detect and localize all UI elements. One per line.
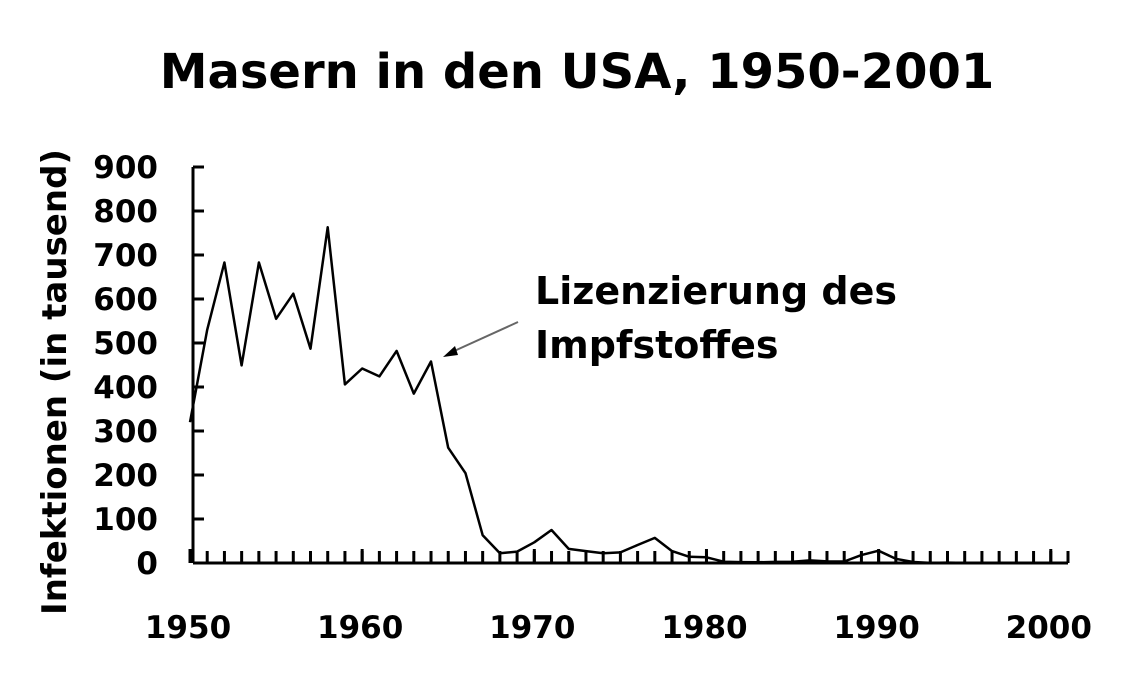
y-tick-label: 700 xyxy=(93,238,158,274)
y-tick-label: 200 xyxy=(93,458,158,494)
x-tick-label: 1960 xyxy=(317,610,403,646)
y-tick-label: 500 xyxy=(93,326,158,362)
data-line xyxy=(188,226,1068,565)
annotation: Impfstoffes xyxy=(535,323,779,367)
x-tick-label: 1990 xyxy=(833,610,919,646)
y-tick-label: 600 xyxy=(93,282,158,318)
x-tick-label: 2000 xyxy=(1006,610,1092,646)
x-tick-label: 1970 xyxy=(489,610,575,646)
y-tick-label: 800 xyxy=(93,194,158,230)
arrow-head xyxy=(443,346,458,357)
y-tick-label: 300 xyxy=(93,414,158,450)
y-tick-label: 400 xyxy=(93,370,158,406)
y-tick-label: 0 xyxy=(136,546,158,582)
y-tick-label: 100 xyxy=(93,502,158,538)
annotation: Lizenzierung des xyxy=(535,269,897,313)
x-tick-label: 1980 xyxy=(661,610,747,646)
y-tick-label: 900 xyxy=(93,150,158,186)
x-tick-label: 1950 xyxy=(145,610,231,646)
chart-title: Masern in den USA, 1950-2001 xyxy=(160,44,995,100)
annotation-arrow xyxy=(451,321,519,353)
y-axis-label: Infektionen (in tausend) xyxy=(35,149,75,615)
